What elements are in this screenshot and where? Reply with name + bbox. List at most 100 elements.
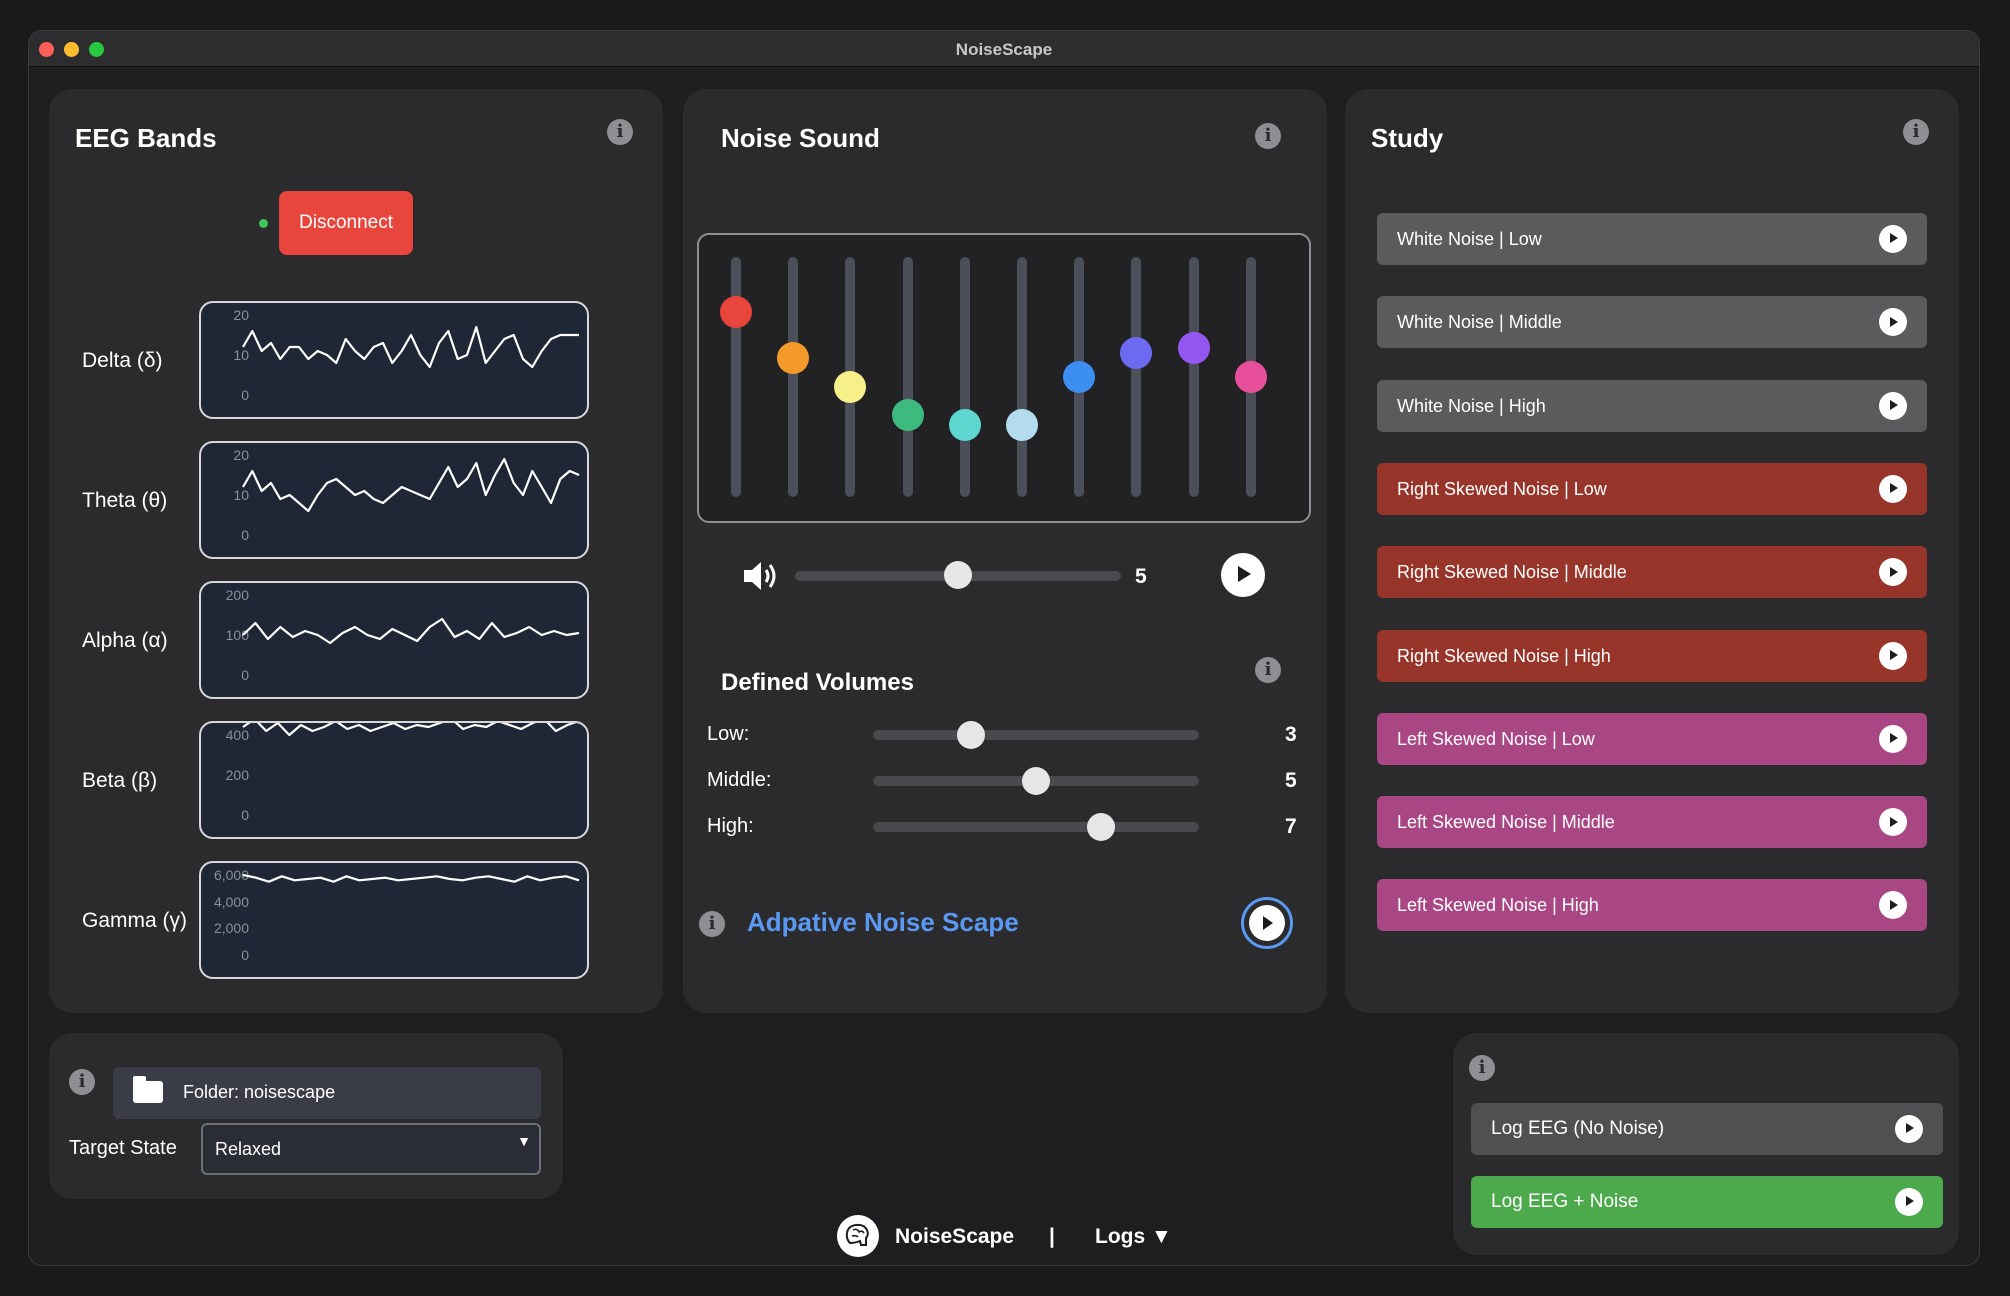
adaptive-noise-scape-label[interactable]: Adpative Noise Scape <box>747 907 1019 937</box>
log-button-label: Log EEG (No Noise) <box>1491 1118 1665 1139</box>
volume-slider-track[interactable] <box>873 730 1199 740</box>
adaptive-play-ring[interactable] <box>1241 897 1293 949</box>
play-icon[interactable] <box>1895 1188 1923 1216</box>
play-icon[interactable] <box>1879 808 1907 837</box>
noise-sound-panel: Noise Sound i 5 Defined Volumes i Low: 3 M… <box>683 89 1327 1013</box>
study-title: Study <box>1371 123 1444 153</box>
band-waveform-line <box>242 617 580 645</box>
band-waveform-line <box>242 723 577 737</box>
eq-slider-track[interactable] <box>1131 257 1142 497</box>
noise-sound-title: Noise Sound <box>721 123 880 153</box>
eq-slider-knob[interactable] <box>1234 361 1267 393</box>
folder-select-button[interactable]: Folder: noisescape <box>113 1067 541 1119</box>
study-item-label: Right Skewed Noise | High <box>1397 645 1611 666</box>
eq-slider-track[interactable] <box>902 257 913 497</box>
eq-slider-knob[interactable] <box>834 370 867 403</box>
axis-tick-label: 200 <box>225 767 249 783</box>
study-item-button[interactable]: Right Skewed Noise | Middle <box>1377 546 1927 599</box>
volume-slider-knob[interactable] <box>956 721 985 749</box>
eeg-bands-panel: EEG Bands i Disconnect Delta (δ) 20 10 0 The… <box>49 89 663 1013</box>
play-icon[interactable] <box>1879 474 1907 503</box>
folder-icon <box>133 1076 163 1103</box>
dropdown-arrow-icon: ▼ <box>517 1133 531 1149</box>
play-icon[interactable] <box>1879 558 1907 587</box>
eq-slider-knob[interactable] <box>1006 409 1038 441</box>
axis-tick-label: 4,000 <box>213 893 249 910</box>
study-item-button[interactable]: White Noise | Middle <box>1377 296 1927 349</box>
axis-tick-label: 0 <box>241 947 249 963</box>
window-title: NoiseScape <box>955 40 1053 59</box>
logs-info-icon[interactable]: i <box>1469 1055 1495 1081</box>
axis-tick-label: 0 <box>241 527 249 543</box>
play-icon[interactable] <box>1879 308 1907 337</box>
disconnect-button[interactable]: Disconnect <box>279 191 413 255</box>
target-state-select[interactable]: Relaxed ▼ <box>201 1123 541 1175</box>
study-info-icon[interactable]: i <box>1903 119 1929 145</box>
play-icon[interactable] <box>1879 724 1907 753</box>
volume-slider-track[interactable] <box>873 822 1199 832</box>
log-button[interactable]: Log EEG (No Noise) <box>1471 1103 1943 1155</box>
band-waveform <box>242 617 580 645</box>
eq-slider-track[interactable] <box>731 257 741 497</box>
settings-info-icon[interactable]: i <box>69 1069 95 1095</box>
band-waveform <box>242 723 577 737</box>
title-bar: NoiseScape <box>29 31 1979 67</box>
play-icon[interactable] <box>1879 641 1907 670</box>
eq-slider-knob[interactable] <box>1063 361 1096 393</box>
eq-slider-track[interactable] <box>1017 257 1027 497</box>
adaptive-info-icon[interactable]: i <box>699 911 725 937</box>
band-waveform <box>242 457 580 513</box>
study-item-button[interactable]: Left Skewed Noise | High <box>1377 879 1927 932</box>
study-item-button[interactable]: White Noise | Low <box>1377 213 1927 265</box>
study-item-label: White Noise | Middle <box>1397 312 1562 333</box>
volume-slider-knob[interactable] <box>1087 813 1116 841</box>
study-item-label: Right Skewed Noise | Low <box>1397 478 1607 499</box>
eq-slider-knob[interactable] <box>720 296 752 329</box>
volume-slider-knob[interactable] <box>1022 767 1050 795</box>
volume-label: Middle: <box>707 769 772 791</box>
eq-slider-track[interactable] <box>788 257 799 497</box>
study-item-button[interactable]: Right Skewed Noise | High <box>1377 629 1927 682</box>
band-label: Delta (δ) <box>82 349 163 372</box>
target-state-value: Relaxed <box>215 1139 282 1159</box>
play-icon[interactable] <box>1879 891 1907 920</box>
eq-slider-knob[interactable] <box>948 409 981 441</box>
axis-tick-label: 6,000 <box>213 867 249 883</box>
minimize-window-button[interactable] <box>64 42 79 57</box>
study-item-label: Right Skewed Noise | Middle <box>1397 562 1627 583</box>
axis-tick-label: 0 <box>241 667 249 683</box>
band-waveform-line <box>242 873 580 883</box>
study-item-label: White Noise | High <box>1397 395 1546 416</box>
eq-slider-knob[interactable] <box>1177 332 1210 365</box>
play-icon[interactable] <box>1879 391 1907 420</box>
noise-info-icon[interactable]: i <box>1255 123 1281 149</box>
settings-panel: i Folder: noisescape Target State Relaxe… <box>49 1033 563 1199</box>
band-chart: 400 200 0 <box>199 721 589 839</box>
study-item-button[interactable]: White Noise | High <box>1377 379 1927 432</box>
study-item-button[interactable]: Left Skewed Noise | Low <box>1377 712 1927 765</box>
adaptive-play-button[interactable] <box>1249 905 1285 941</box>
study-item-button[interactable]: Right Skewed Noise | Low <box>1377 462 1927 515</box>
eq-slider-track[interactable] <box>1188 257 1199 497</box>
eq-slider-knob[interactable] <box>891 399 924 432</box>
eq-slider-track[interactable] <box>959 257 970 497</box>
axis-tick-label: 10 <box>233 347 249 363</box>
axis-tick-label: 10 <box>233 487 249 503</box>
eq-slider-knob[interactable] <box>777 341 810 374</box>
study-item-button[interactable]: Left Skewed Noise | Middle <box>1377 796 1927 849</box>
play-icon[interactable] <box>1879 225 1907 253</box>
zoom-window-button[interactable] <box>89 42 104 57</box>
master-volume-knob[interactable] <box>944 561 972 589</box>
noise-play-button[interactable] <box>1221 553 1265 597</box>
defined-volumes-info-icon[interactable]: i <box>1255 657 1281 683</box>
band-label: Gamma (γ) <box>82 909 187 932</box>
eq-slider-knob[interactable] <box>1120 337 1153 369</box>
logs-menu[interactable]: Logs ▼ <box>1095 1225 1172 1248</box>
play-icon[interactable] <box>1895 1115 1923 1143</box>
log-button[interactable]: Log EEG + Noise <box>1471 1176 1943 1228</box>
volume-value: 5 <box>1285 769 1297 792</box>
close-window-button[interactable] <box>39 42 54 57</box>
band-label: Alpha (α) <box>82 629 168 652</box>
eeg-info-icon[interactable]: i <box>607 119 633 145</box>
axis-tick-label: 100 <box>225 627 249 643</box>
